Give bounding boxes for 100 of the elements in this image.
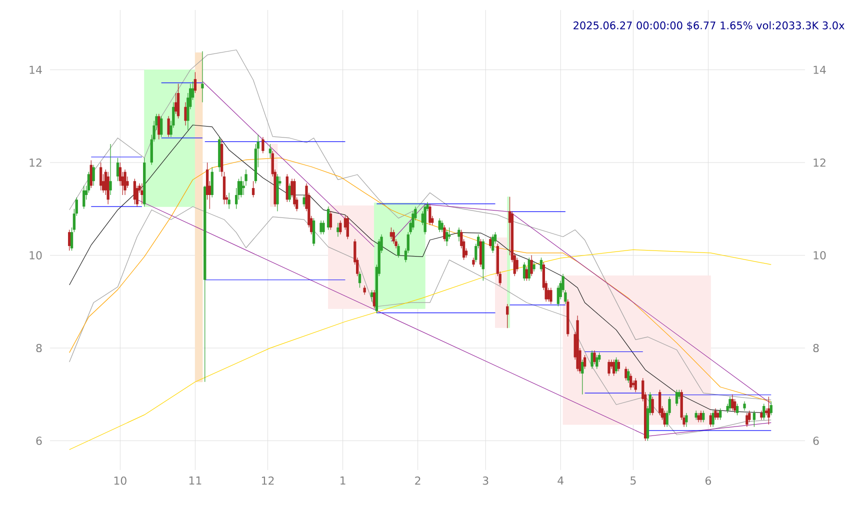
candlestick [252,180,255,198]
candlestick [700,410,702,423]
candlestick [288,183,291,202]
candlestick [752,410,756,428]
candlestick [446,229,448,246]
line-series [69,158,772,402]
candlestick [240,176,243,198]
candlestick [312,218,316,246]
candlestick [590,350,594,370]
x-tick-label: 6 [705,476,712,485]
candlestick [678,389,681,400]
candlestick [762,403,766,420]
candlestick [326,206,330,230]
candlestick [428,204,432,226]
y2-tick-label: 10 [814,251,826,260]
x-tick-label: 5 [630,476,636,485]
candlestick [339,220,342,235]
candlestick [540,257,543,272]
candlestick [593,350,596,365]
candlestick [479,238,482,268]
line-series [390,204,772,404]
candlestick [746,412,748,428]
candlestick [82,185,86,210]
y2-tick-label: 14 [814,66,826,74]
candlestick [99,162,102,191]
candlestick [370,290,374,302]
candlestick [222,172,226,205]
candlestick [174,92,178,114]
candlestick [489,236,492,249]
candlestick [329,210,332,230]
candlestick [124,169,126,196]
candlestick [184,102,187,126]
candlestick [760,410,763,420]
candlestick [716,410,720,420]
candlestick [176,83,180,119]
x-tick-label: 11 [189,476,202,485]
candlestick [106,172,110,205]
candlestick [201,50,204,103]
candlestick [336,222,340,238]
line-series [69,50,772,400]
candlestick [675,389,678,406]
y2-tick-label: 8 [813,344,819,352]
candlestick [550,287,552,304]
candlestick [158,114,160,140]
candlestick [583,354,586,370]
candlestick [68,229,71,251]
candlestick [634,378,637,392]
y-tick-label: 10 [30,251,42,260]
candlestick [390,227,393,240]
candlestick [443,224,446,242]
candlestick [167,116,170,138]
candlestick [268,144,272,158]
candlestick [596,354,598,370]
text: 2025.06.27 00:00:00 $6.77 1.65% vol:2033.3K 3.0x [574,21,844,31]
candlestick [728,396,732,411]
candlestick [658,389,662,416]
candlestick [262,136,264,154]
candlestick [702,410,705,423]
candlestick [748,410,751,423]
candlestick [210,166,214,198]
candlestick [718,408,722,420]
candlestick [530,254,533,276]
candlestick [320,220,322,235]
candlestick [109,144,112,196]
candlestick [731,394,734,411]
candlestick [612,359,616,376]
candlestick [358,271,362,288]
candlestick [458,227,460,242]
candlestick [712,410,714,428]
candlestick [440,220,444,232]
candlestick [608,359,610,376]
candlestick [194,72,197,94]
candlestick [581,359,584,395]
candlestick [126,176,129,188]
candlestick [770,401,772,416]
candlestick [133,178,136,205]
candlestick [516,257,518,272]
candlestick [624,366,628,381]
candlestick [92,164,95,186]
candlestick [412,210,414,230]
x-tick-label: 10 [114,476,126,485]
candlestick [522,262,526,282]
candlestick [556,285,560,307]
candlestick [472,257,475,268]
y2-tick-label: 6 [813,436,819,445]
y2-tick-label: 12 [814,158,826,167]
candlestick [714,408,717,420]
candlestick [363,285,366,296]
y-tick-label: 14 [30,66,42,74]
candlestick [492,234,494,254]
candlestick [397,243,400,258]
candlestick [346,216,349,240]
x-tick-label: 3 [482,476,488,485]
line-series [69,249,772,450]
candlestick [685,412,688,428]
y-tick-label: 6 [36,436,42,445]
candlestick [614,357,618,374]
candlestick [392,229,395,244]
candlestick [525,266,528,282]
candlestick [617,359,620,372]
